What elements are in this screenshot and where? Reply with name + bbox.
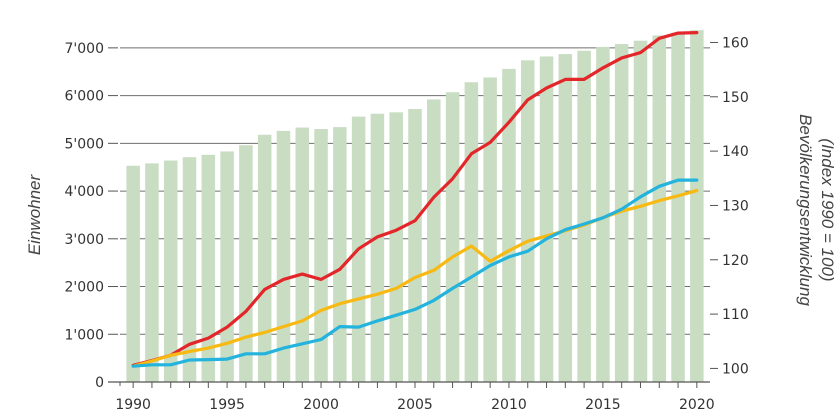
right-tick-label: 140 bbox=[722, 144, 749, 160]
bar-1991 bbox=[145, 163, 159, 382]
left-tick-label: 2'000 bbox=[65, 280, 104, 296]
bar-2012 bbox=[539, 56, 554, 382]
right-tick-label: 120 bbox=[722, 253, 749, 269]
bar-2010 bbox=[502, 68, 516, 383]
bar-series-einwohner bbox=[126, 30, 704, 383]
bar-1992 bbox=[163, 160, 178, 382]
right-tick-label: 160 bbox=[722, 35, 749, 51]
bar-2009 bbox=[483, 77, 497, 382]
left-tick-label: 5'000 bbox=[65, 136, 104, 152]
bar-2013 bbox=[558, 54, 573, 383]
bar-1994 bbox=[201, 154, 216, 382]
left-axis-title: Einwohner bbox=[25, 173, 44, 255]
bar-1997 bbox=[257, 134, 272, 382]
bar-2016 bbox=[614, 44, 629, 382]
bar-2006 bbox=[427, 99, 441, 382]
left-tick-label: 3'000 bbox=[65, 232, 104, 248]
line-series-3 bbox=[131, 178, 699, 368]
right-tick-label: 130 bbox=[722, 198, 749, 214]
left-tick-label: 1'000 bbox=[65, 327, 104, 343]
x-tick-label: 2005 bbox=[397, 397, 433, 413]
left-tick-label: 4'000 bbox=[65, 184, 104, 200]
bar-2000 bbox=[314, 129, 328, 382]
x-tick-label: 2000 bbox=[303, 397, 339, 413]
bar-2011 bbox=[520, 60, 535, 382]
bar-2007 bbox=[445, 92, 460, 382]
right-axis-subtitle: (Index 1990 = 100) bbox=[818, 138, 837, 281]
bar-1990 bbox=[126, 165, 140, 382]
bar-2017 bbox=[633, 40, 648, 382]
bar-1993 bbox=[182, 157, 197, 382]
x-tick-label: 1995 bbox=[209, 397, 245, 413]
bar-2008 bbox=[464, 82, 479, 382]
left-tick-label: 7'000 bbox=[65, 41, 104, 57]
bar-2015 bbox=[596, 46, 610, 383]
right-tick-label: 150 bbox=[722, 90, 749, 106]
left-tick-label: 6'000 bbox=[65, 89, 104, 105]
x-tick-label: 2010 bbox=[491, 397, 527, 413]
right-tick-label: 110 bbox=[722, 307, 749, 323]
left-tick-label: 0 bbox=[95, 375, 104, 391]
left-axis-ticks: 0 1'000 2'000 3'000 4'000 5'000 6'000 7'000 bbox=[65, 41, 118, 391]
bar-2003 bbox=[370, 113, 385, 382]
x-tick-label: 2015 bbox=[585, 397, 621, 413]
x-tick-label: 1990 bbox=[115, 397, 151, 413]
bar-1995 bbox=[220, 151, 234, 382]
bar-2014 bbox=[577, 50, 591, 383]
bar-2005 bbox=[408, 108, 422, 382]
x-axis-ticks: 1990 1995 2000 2005 2010 2015 2020 bbox=[115, 397, 714, 413]
bar-2019 bbox=[671, 32, 685, 382]
right-tick-label: 100 bbox=[722, 361, 749, 377]
bar-2020 bbox=[690, 30, 704, 383]
bar-2004 bbox=[389, 112, 403, 382]
bar-2018 bbox=[652, 35, 667, 383]
line-series-1 bbox=[131, 30, 699, 367]
x-tick-label: 2020 bbox=[679, 397, 715, 413]
right-axis-ticks: 100 110 120 130 140 150 160 bbox=[710, 35, 749, 377]
bar-2001 bbox=[333, 127, 347, 382]
line-series-group bbox=[131, 30, 699, 368]
right-axis-title: Bevölkerungsentwicklung bbox=[796, 114, 815, 306]
bar-1998 bbox=[276, 130, 291, 382]
bar-1996 bbox=[239, 145, 253, 382]
axes bbox=[108, 381, 710, 388]
